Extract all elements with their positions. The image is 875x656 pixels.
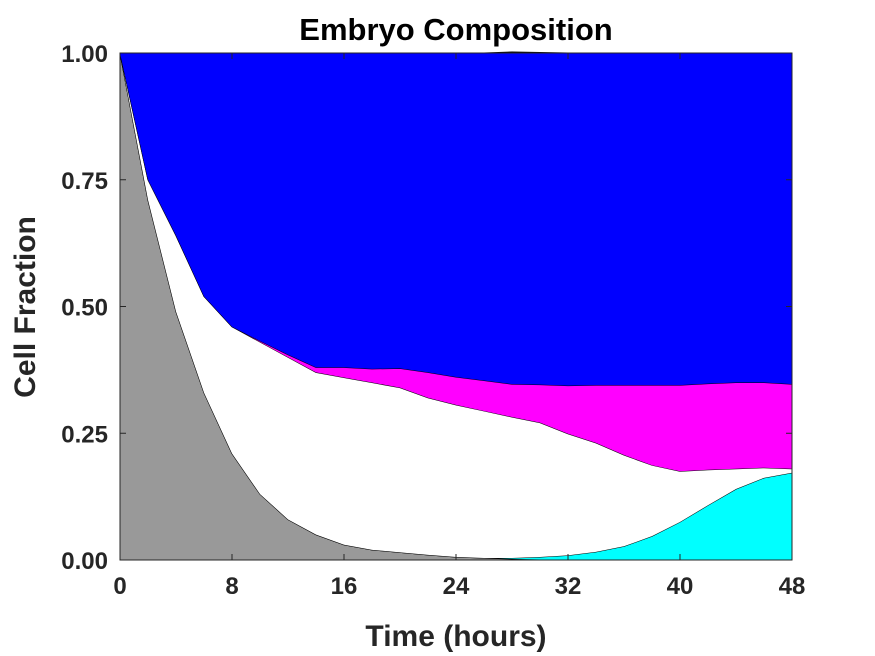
tick-labels: 0 8 16 24 32 40 48 0.00 0.25 0.50 0.75 1.00	[61, 41, 805, 600]
area-series-1	[120, 53, 792, 560]
y-tick-label: 0.00	[61, 548, 108, 575]
area-series-2	[120, 53, 792, 558]
area-series-4	[120, 51, 792, 386]
y-tick-label: 0.50	[61, 295, 108, 322]
x-tick-label: 40	[667, 573, 694, 600]
y-tick-label: 0.25	[61, 421, 108, 448]
x-tick-label: 48	[779, 573, 806, 600]
x-tick-label: 16	[331, 573, 358, 600]
y-tick-label: 1.00	[61, 41, 108, 68]
area-series-0	[120, 53, 792, 560]
x-axis-label: Time (hours)	[365, 620, 546, 653]
y-tick-label: 0.75	[61, 168, 108, 195]
x-tick-label: 8	[225, 573, 238, 600]
area-series-3	[120, 53, 792, 472]
x-tick-label: 0	[113, 573, 126, 600]
x-tick-label: 24	[443, 573, 470, 600]
x-tick-label: 32	[555, 573, 582, 600]
y-axis-label: Cell Fraction	[9, 216, 42, 398]
chart-title: Embryo Composition	[299, 12, 612, 47]
area-layers	[119, 51, 793, 561]
axis-ticks	[119, 52, 793, 561]
